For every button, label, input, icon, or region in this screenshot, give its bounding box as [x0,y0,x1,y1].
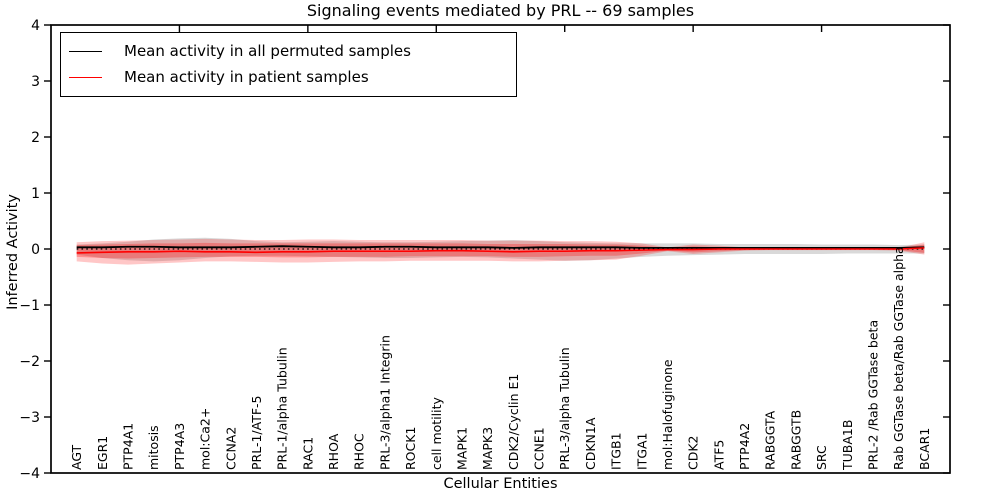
legend-line-swatch [69,50,102,52]
y-axis-label: Inferred Activity [5,194,21,310]
entity-label: PTP4A1 [121,423,136,470]
entity-label: MAPK1 [454,427,469,470]
legend-line-swatch [69,76,102,78]
y-axis-ticks: −4 −3 −2 −1 0 1 2 3 4 [19,18,950,482]
entity-label: CDK2 [686,435,701,470]
y-tick-label: −4 [19,466,40,482]
series-line-patient [76,247,925,254]
entity-label: cell motility [429,396,444,470]
y-tick-label: 0 [31,242,40,258]
y-tick-label: 3 [31,74,40,90]
entity-label: Rab GGTase beta/Rab GGTase alpha [891,246,906,470]
entity-label: AGT [69,444,84,470]
entity-label: CCNA2 [223,427,238,470]
entity-label: CDKN1A [583,417,598,470]
legend-item: Mean activity in all permuted samples [69,38,506,64]
entity-label: ATF5 [711,440,726,470]
entity-label: mitosis [146,425,161,470]
entity-label: PRL-2 /Rab GGTase beta [865,320,880,470]
entity-label: CDK2/Cyclin E1 [506,374,521,470]
entity-label: PRL-1/ATF-5 [249,395,264,470]
entity-label: RABGGTB [788,410,803,470]
entity-label: TUBA1B [840,420,855,471]
legend-item-label: Mean activity in all permuted samples [124,42,411,60]
series-line-permuted [76,245,925,249]
y-tick-label: 4 [31,18,40,34]
y-tick-label: −1 [19,298,40,314]
entity-label: PRL-1/alpha Tubulin [275,347,290,470]
entity-tick-labels: AGT EGR1 PTP4A1 mitosis PTP4A3 mol:Ca2+ CCNA2 P… [69,246,932,471]
entity-label: CCNE1 [532,427,547,470]
legend-item-label: Mean activity in patient samples [124,68,369,86]
entity-label: mol:Ca2+ [198,408,213,470]
entity-label: mol:Halofuginone [660,359,675,470]
y-tick-label: −2 [19,354,40,370]
entity-label: SRC [814,445,829,470]
legend-item: Mean activity in patient samples [69,64,506,90]
y-tick-label: 2 [31,130,40,146]
legend: Mean activity in all permuted samples Mea… [60,32,517,97]
series-lines [76,245,925,254]
entity-label: PTP4A3 [172,423,187,470]
entity-label: ITGA1 [634,432,649,470]
y-tick-label: −3 [19,410,40,426]
chart-title: Signaling events mediated by PRL -- 69 s… [306,1,695,20]
top-axis-ticks [178,25,823,32]
entity-label: RAC1 [300,437,315,470]
entity-label: PTP4A2 [737,423,752,470]
entity-label: ROCK1 [403,427,418,470]
x-axis-label: Cellular Entities [443,476,558,492]
entity-label: PRL-3/alpha1 Integrin [377,335,392,470]
entity-label: RHOC [352,433,367,470]
entity-label: RABGGTA [763,410,778,470]
entity-label: ITGB1 [609,432,624,470]
y-tick-label: 1 [31,186,40,202]
entity-label: BCAR1 [917,428,932,470]
entity-label: EGR1 [95,436,110,470]
entity-label: RHOA [326,433,341,470]
entity-label: PRL-3/alpha Tubulin [557,347,572,470]
entity-label: MAPK3 [480,427,495,470]
